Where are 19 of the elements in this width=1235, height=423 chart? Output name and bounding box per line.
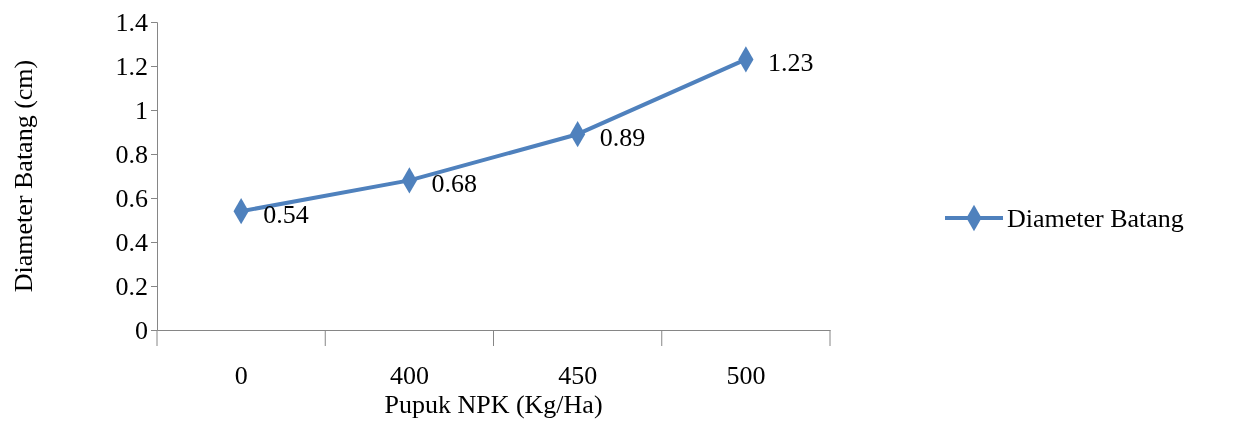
- x-tick-label: 450: [558, 361, 598, 391]
- y-tick-label: 0.4: [115, 227, 148, 257]
- y-tick-label: 1.2: [115, 51, 148, 81]
- x-axis-title: Pupuk NPK (Kg/Ha): [384, 390, 603, 419]
- x-tick-label: 0: [234, 361, 248, 391]
- y-tick-label: 0: [135, 315, 148, 345]
- legend-label: Diameter Batang: [1007, 204, 1184, 233]
- data-label: 0.89: [599, 123, 646, 153]
- data-label: 0.68: [431, 169, 477, 199]
- y-axis-title: Diameter Batang (cm): [9, 59, 38, 293]
- data-label: 1.23: [767, 48, 814, 78]
- y-tick-label: 1: [135, 95, 148, 125]
- y-tick-label: 1.4: [115, 7, 148, 37]
- y-tick-label: 0.6: [115, 183, 148, 213]
- data-label: 0.54: [263, 200, 309, 230]
- y-tick-label: 0.8: [115, 139, 148, 169]
- x-tick-label: 500: [726, 361, 766, 391]
- y-tick-label: 0.2: [115, 271, 148, 301]
- x-tick-label: 400: [389, 361, 429, 391]
